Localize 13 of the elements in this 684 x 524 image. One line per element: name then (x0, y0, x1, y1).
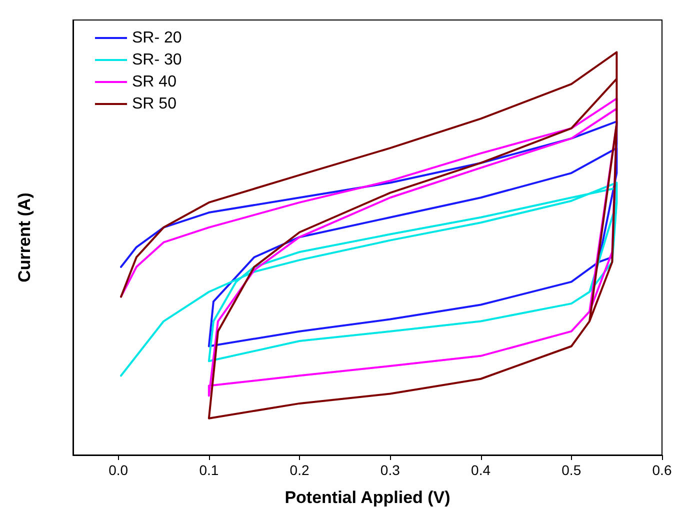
x-tick-label: 0.1 (199, 462, 219, 478)
legend-label: SR 40 (132, 74, 177, 90)
x-tick-label: 0.4 (471, 462, 491, 478)
x-tick-label: 0.2 (290, 462, 310, 478)
y-axis-title: Current (A) (15, 192, 34, 282)
legend-label: SR- 30 (132, 52, 182, 68)
x-tick-label: 0.5 (562, 462, 582, 478)
legend-label: SR- 20 (132, 30, 182, 46)
x-axis-title: Potential Applied (V) (284, 488, 450, 507)
x-tick-label: 0.0 (108, 462, 128, 478)
x-tick-label: 0.6 (652, 462, 672, 478)
legend-label: SR 50 (132, 96, 177, 112)
x-tick-label: 0.3 (380, 462, 400, 478)
